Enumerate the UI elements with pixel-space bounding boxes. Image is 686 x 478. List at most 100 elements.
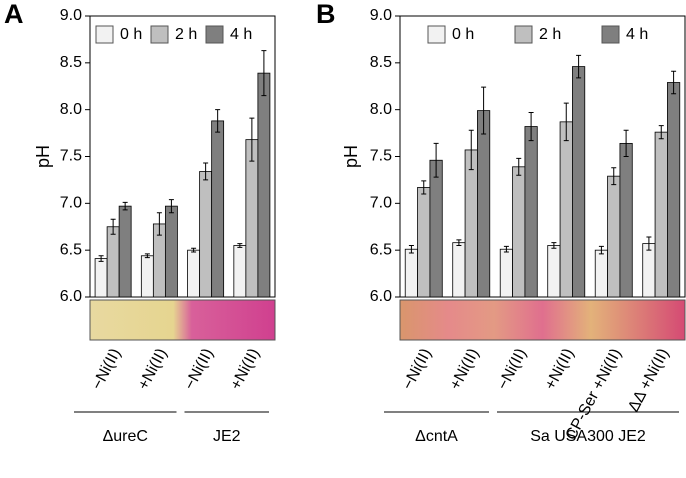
error-bar: [168, 199, 174, 214]
bar: [559, 121, 573, 298]
bar: [452, 242, 466, 298]
bar: [607, 175, 621, 298]
y-tick-label: 7.5: [60, 148, 82, 165]
y-tick-label: 7.0: [370, 195, 392, 212]
x-tick-label: ΔΔ +Ni(II): [625, 346, 672, 415]
photo-strip: [399, 299, 686, 341]
group-label: JE2: [213, 428, 241, 445]
legend-label: 4 h: [626, 26, 648, 43]
y-tick-label: 9.0: [60, 7, 82, 24]
bar: [404, 248, 418, 298]
x-tick-label: +Ni(II): [227, 346, 263, 393]
bar: [245, 139, 259, 298]
error-bar: [249, 117, 255, 162]
legend-swatch: [95, 25, 114, 44]
y-tick-label: 9.0: [370, 7, 392, 24]
panel-letter: B: [316, 0, 336, 29]
legend-swatch: [427, 25, 446, 44]
x-tick-label: +Ni(II): [447, 346, 483, 393]
bar: [211, 120, 225, 298]
error-bar: [598, 245, 604, 255]
y-tick-label: 8.5: [370, 54, 392, 71]
legend-swatch: [150, 25, 169, 44]
group-label: ΔcntA: [415, 428, 458, 445]
error-bar: [191, 247, 197, 253]
y-tick-label: 7.5: [370, 148, 392, 165]
x-tick-label: +Ni(II): [135, 346, 171, 393]
error-bar: [503, 245, 509, 253]
error-bar: [421, 180, 427, 195]
bar: [512, 166, 526, 298]
bar: [140, 255, 154, 298]
legend-swatch: [601, 25, 620, 44]
error-bar: [468, 129, 474, 171]
photo-strip: [89, 299, 276, 341]
legend-label: 0 h: [452, 26, 474, 43]
error-bar: [563, 102, 569, 142]
y-tick-label: 6.5: [370, 241, 392, 258]
bar: [464, 149, 478, 298]
bar: [499, 248, 513, 298]
group-label: Sa USA300 JE2: [530, 428, 646, 445]
y-axis-label: pH: [341, 145, 361, 168]
error-bar: [98, 255, 104, 262]
error-bar: [528, 111, 534, 142]
error-bar: [237, 243, 243, 248]
error-bar: [671, 70, 677, 95]
bar: [94, 258, 108, 298]
bar: [642, 243, 656, 298]
error-bar: [408, 244, 414, 254]
y-tick-label: 7.0: [60, 195, 82, 212]
legend-label: 4 h: [230, 26, 252, 43]
legend-swatch: [205, 25, 224, 44]
legend-label: 2 h: [539, 26, 561, 43]
error-bar: [623, 129, 629, 157]
error-bar: [433, 142, 439, 178]
bar: [257, 72, 271, 298]
bar: [524, 126, 538, 298]
x-tick-label: −Ni(II): [181, 346, 217, 393]
bar: [106, 226, 120, 298]
x-tick-label: −Ni(II): [89, 346, 125, 393]
x-tick-label: −Ni(II): [399, 346, 435, 393]
error-bar: [456, 239, 462, 246]
y-tick-label: 6.0: [60, 288, 82, 305]
bar: [429, 159, 443, 298]
error-bar: [122, 201, 128, 211]
bar: [477, 110, 491, 298]
y-tick-label: 8.0: [370, 101, 392, 118]
error-bar: [551, 242, 557, 249]
bar: [187, 249, 201, 298]
error-bar: [156, 212, 162, 236]
error-bar: [261, 50, 267, 97]
group-label: ΔureC: [103, 428, 148, 445]
error-bar: [576, 54, 582, 79]
bar: [118, 205, 132, 298]
panel-letter: A: [4, 0, 24, 29]
x-tick-label: −Ni(II): [494, 346, 530, 393]
bar: [164, 205, 178, 298]
y-tick-label: 6.0: [370, 288, 392, 305]
y-axis-label: pH: [33, 145, 53, 168]
x-tick-label: +Ni(II): [542, 346, 578, 393]
legend-label: 2 h: [175, 26, 197, 43]
error-bar: [658, 125, 664, 140]
error-bar: [481, 86, 487, 135]
bar: [619, 142, 633, 298]
bar: [417, 187, 431, 298]
y-tick-label: 8.0: [60, 101, 82, 118]
legend-label: 0 h: [120, 26, 142, 43]
bar: [199, 171, 213, 298]
error-bar: [144, 253, 150, 259]
error-bar: [646, 236, 652, 251]
bar: [547, 245, 561, 298]
error-bar: [611, 167, 617, 186]
y-tick-label: 6.5: [60, 241, 82, 258]
error-bar: [110, 218, 116, 235]
y-tick-label: 8.5: [60, 54, 82, 71]
legend-swatch: [514, 25, 533, 44]
error-bar: [516, 157, 522, 176]
error-bar: [203, 162, 209, 181]
